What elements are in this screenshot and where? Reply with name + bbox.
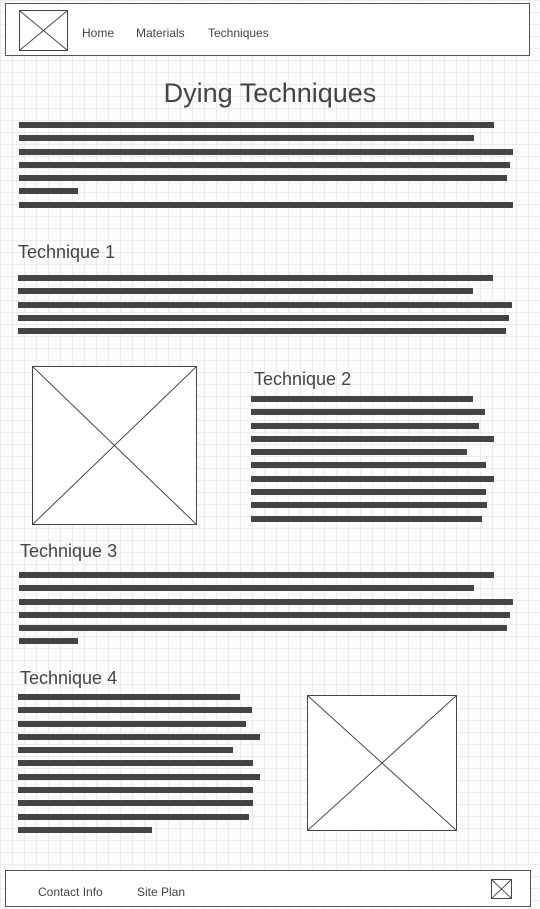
technique-2-image-placeholder (32, 366, 197, 525)
footer-image-placeholder-icon[interactable] (491, 879, 512, 899)
footer-site-plan-link[interactable]: Site Plan (137, 885, 186, 899)
text-line (19, 585, 474, 592)
text-line (19, 625, 507, 632)
text-line (19, 175, 507, 182)
text-line (19, 201, 513, 208)
technique-2-text-block (251, 396, 494, 529)
text-line (18, 773, 260, 780)
text-line (18, 301, 512, 308)
technique-2-heading: Technique 2 (254, 369, 352, 389)
text-line (19, 135, 474, 142)
text-line (251, 475, 494, 482)
text-line (18, 694, 240, 700)
text-line (18, 800, 253, 807)
technique-4-heading: Technique 4 (20, 668, 118, 688)
text-line (18, 707, 252, 714)
technique-1-text-block (18, 275, 512, 341)
nav-techniques-link[interactable]: Techniques (208, 26, 269, 40)
text-line (18, 733, 260, 740)
text-line (19, 188, 78, 195)
text-line (19, 161, 510, 168)
text-line (18, 328, 506, 335)
text-line (251, 409, 485, 416)
text-line (19, 572, 494, 578)
text-line (251, 449, 467, 456)
technique-1-heading: Technique 1 (18, 242, 116, 262)
text-line (251, 489, 486, 496)
page-title: Dying Techniques (163, 78, 377, 108)
text-line (19, 638, 78, 645)
logo-placeholder-icon[interactable] (19, 10, 68, 51)
footer-contact-info-link[interactable]: Contact Info (38, 885, 103, 899)
text-line (18, 720, 246, 727)
text-line (19, 148, 513, 155)
text-line (18, 813, 249, 820)
text-line (18, 747, 233, 754)
top-navbar: Home Materials Techniques (5, 3, 530, 56)
text-line (19, 122, 494, 128)
nav-home-link[interactable]: Home (82, 26, 115, 40)
text-line (251, 422, 479, 429)
footer-bar: Contact Info Site Plan (5, 870, 531, 907)
text-line (251, 396, 473, 402)
text-line (18, 314, 509, 321)
text-line (251, 515, 482, 522)
technique-4-image-placeholder (307, 695, 457, 831)
text-line (18, 275, 493, 281)
technique-3-heading: Technique 3 (20, 541, 118, 561)
technique-3-text-block (19, 572, 513, 652)
text-line (19, 598, 513, 605)
text-line (18, 787, 253, 794)
text-line (251, 435, 494, 442)
nav-materials-link[interactable]: Materials (136, 26, 185, 40)
intro-text-block (19, 122, 513, 215)
text-line (18, 760, 253, 767)
technique-4-text-block (18, 694, 261, 840)
text-line (251, 502, 487, 509)
text-line (251, 462, 486, 469)
text-line (19, 611, 510, 618)
text-line (18, 826, 152, 833)
text-line (18, 288, 473, 295)
